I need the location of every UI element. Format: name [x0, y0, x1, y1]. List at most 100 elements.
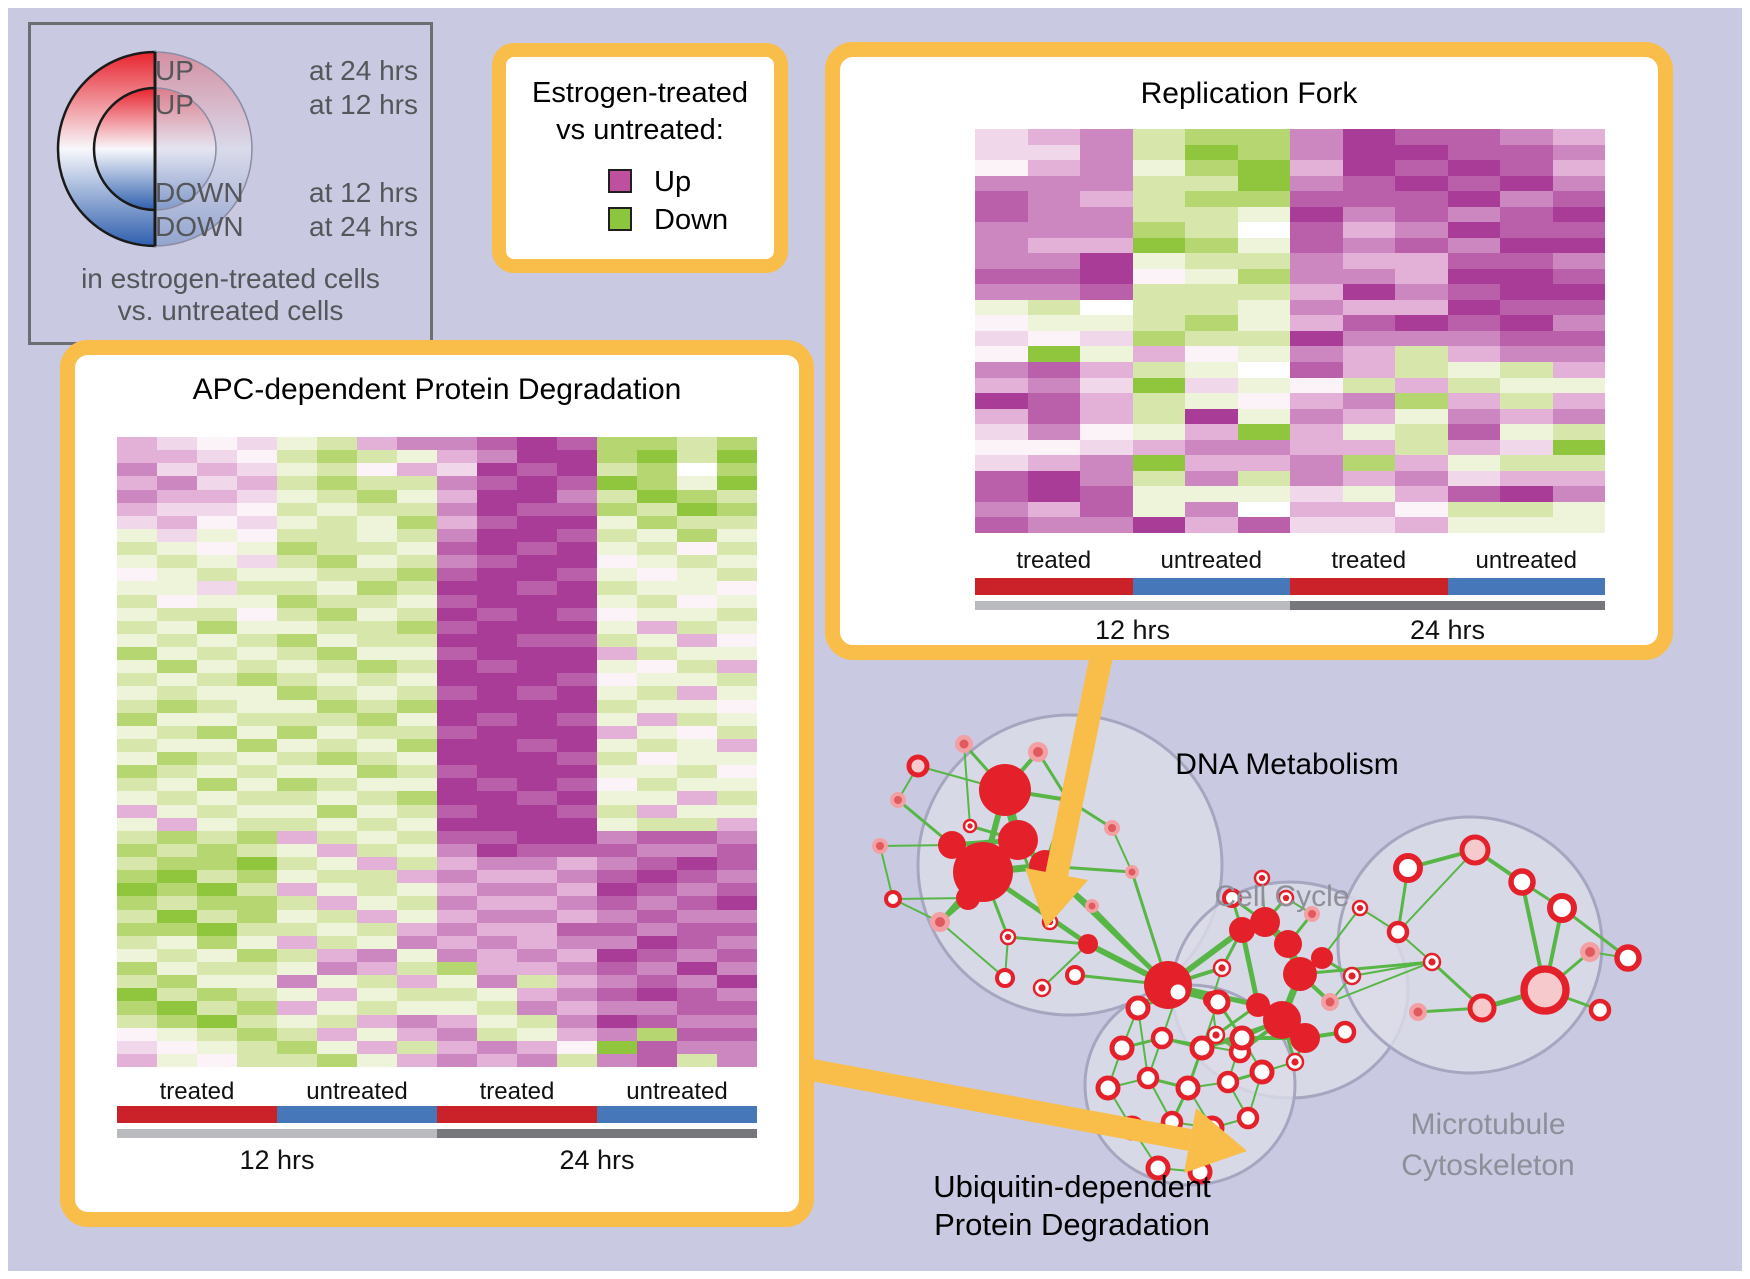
heatmap-cell — [397, 1040, 437, 1054]
heatmap-cell — [117, 647, 157, 661]
heatmap-cell — [557, 647, 597, 661]
heatmap-cell — [557, 1014, 597, 1028]
heatmap-cell — [1342, 222, 1395, 238]
heatmap-cell — [437, 791, 477, 805]
heatmap-cell — [597, 542, 637, 556]
heatmap-cell — [1447, 501, 1500, 518]
heatmap-cell — [397, 502, 437, 516]
heatmap-cell — [597, 857, 637, 871]
heatmap-cell — [1185, 455, 1238, 471]
heatmap-cell — [397, 909, 437, 923]
heatmap-cell — [1342, 455, 1395, 471]
heatmap-cell — [1290, 253, 1343, 269]
heatmap-cell — [437, 528, 477, 542]
heatmap-cell — [557, 712, 597, 726]
heatmap-cell — [597, 752, 637, 766]
heatmap-cell — [517, 476, 557, 490]
inner-ring-left-half — [92, 86, 157, 212]
heatmap-cell — [1080, 191, 1133, 207]
heatmap-cell — [1395, 424, 1448, 440]
heatmap-cell — [677, 962, 717, 976]
heatmap-cell — [1237, 268, 1290, 285]
heatmap-cell — [557, 660, 597, 674]
heatmap-cell — [1342, 144, 1395, 161]
heatmap-cell — [637, 528, 677, 542]
heatmap-cell — [357, 633, 397, 647]
heatmap-cell — [277, 476, 317, 490]
heatmap-cell — [1342, 330, 1395, 347]
heatmap-cell — [317, 830, 357, 844]
heatmap-cell — [597, 1053, 637, 1067]
heatmap-cell — [677, 935, 717, 949]
heatmap-cell — [677, 791, 717, 805]
heatmap-cell — [1500, 206, 1553, 223]
heatmap-cell — [397, 975, 437, 989]
heatmap-cell — [197, 870, 237, 884]
heatmap-cell — [357, 568, 397, 582]
heatmap-cell — [677, 817, 717, 831]
gene-node-dot-core — [1348, 972, 1356, 980]
heatmap-cell — [1185, 191, 1238, 207]
heatmap-cell — [1552, 330, 1605, 347]
heatmap-cell — [157, 515, 197, 529]
heatmap-row — [117, 515, 757, 529]
gene-node-dot-core — [1356, 904, 1364, 912]
heatmap-cell — [597, 725, 637, 739]
heatmap-cell — [975, 144, 1028, 161]
heatmap-cell — [717, 817, 757, 831]
heatmap-cell — [157, 791, 197, 805]
heatmap-row — [117, 922, 757, 936]
heatmap-row — [117, 1027, 757, 1041]
heatmap-cell — [1080, 470, 1133, 487]
heatmap-cell — [197, 542, 237, 556]
heatmap-cell — [317, 450, 357, 464]
heatmap-cell — [1500, 129, 1553, 145]
heatmap-cell — [557, 791, 597, 805]
heatmap-cell — [597, 935, 637, 949]
gene-node-solid — [998, 820, 1038, 860]
heatmap-cell — [1447, 237, 1500, 254]
heatmap-cell — [1395, 237, 1448, 254]
heatmap-cell — [397, 962, 437, 976]
heatmap-row — [975, 315, 1605, 331]
heatmap-cell — [437, 948, 477, 962]
heatmap-cell — [357, 502, 397, 516]
gene-node-ring — [1386, 920, 1410, 944]
heatmap-cell — [477, 555, 517, 569]
heatmap-row — [117, 633, 757, 647]
heatmap-cell — [397, 1053, 437, 1067]
heatmap-cell — [557, 502, 597, 516]
heatmap-cell — [637, 594, 677, 608]
heatmap-cell — [557, 804, 597, 818]
heatmap-cell — [117, 528, 157, 542]
gene-node-dot-core — [1428, 958, 1436, 966]
heatmap-row — [117, 673, 757, 687]
arrow-rf-to-dna-head — [1025, 868, 1088, 928]
heatmap-cell — [1342, 284, 1395, 300]
heatmap-cell — [117, 830, 157, 844]
heatmap-cell — [477, 765, 517, 779]
heatmap-cell — [557, 765, 597, 779]
heatmap-cell — [1185, 377, 1238, 394]
heatmap-cell — [975, 222, 1028, 238]
heatmap-cell — [1027, 470, 1080, 487]
heatmap-cell — [477, 1040, 517, 1054]
heatmap-cell — [717, 725, 757, 739]
heatmap-cell — [1027, 330, 1080, 347]
heatmap-row — [117, 476, 757, 490]
heatmap-cell — [317, 607, 357, 621]
heatmap-cell — [357, 594, 397, 608]
heatmap-cell — [975, 284, 1028, 300]
heatmap-cell — [517, 870, 557, 884]
heatmap-cell — [1132, 175, 1185, 192]
heatmap-cell — [1395, 253, 1448, 269]
heatmap-row — [975, 284, 1605, 300]
heatmap-cell — [277, 843, 317, 857]
heatmap-cell — [597, 883, 637, 897]
heatmap-cell — [637, 515, 677, 529]
heatmap-cell — [677, 922, 717, 936]
heatmap-cell — [237, 988, 277, 1002]
heatmap-cell — [357, 725, 397, 739]
heatmap-cell — [357, 1001, 397, 1015]
heatmap-row — [117, 883, 757, 897]
